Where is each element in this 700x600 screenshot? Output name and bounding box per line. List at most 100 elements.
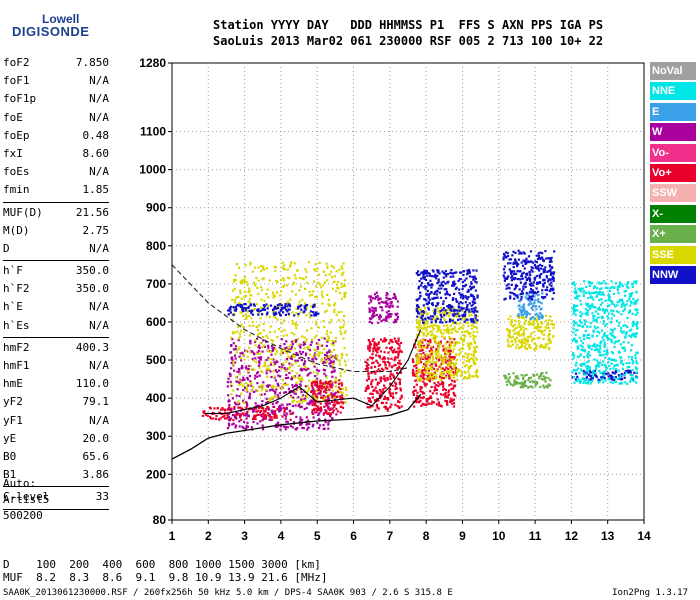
echo-point [384,364,387,367]
echo-point [312,401,316,404]
echo-point [416,322,419,325]
param-row: D N/A [3,240,109,258]
echo-point [473,340,476,343]
echo-point [288,367,291,370]
echo-point [272,405,275,408]
echo-point [230,336,233,339]
echo-point [415,401,418,404]
echo-point [305,366,308,369]
echo-point [459,309,462,312]
echo-point [238,346,241,349]
echo-point [309,316,312,319]
echo-point [607,378,610,381]
echo-point [306,402,309,405]
echo-point [445,288,448,291]
echo-point [574,304,577,307]
echo-point [536,316,539,319]
param-row: foE N/A [3,109,109,127]
echo-point [572,357,575,360]
echo-point [532,281,535,284]
echo-point [288,265,292,268]
echo-point [423,277,426,280]
echo-point [589,382,592,385]
echo-point [387,305,390,308]
echo-point [236,388,239,391]
echo-point [304,268,307,271]
echo-point [446,359,449,362]
echo-point [630,328,633,331]
echo-point [282,261,285,264]
echo-point [235,413,238,416]
echo-point [279,406,282,409]
echo-point [230,361,233,365]
echo-point [394,403,397,406]
echo-point [452,398,456,401]
echo-point [394,387,397,391]
echo-point [340,352,343,355]
echo-point [463,270,466,273]
echo-point [523,267,526,270]
echo-point [607,372,610,375]
echo-point [604,308,607,312]
param-row: fxI 8.60 [3,145,109,163]
echo-point [577,287,580,290]
echo-point [297,312,300,316]
echo-point [369,295,372,298]
echo-point [423,382,426,386]
echo-point [311,425,314,428]
echo-point [262,344,265,347]
echo-point [305,270,308,273]
echo-point [613,376,616,379]
echo-point [620,313,623,316]
echo-point [222,408,225,411]
echo-point [322,413,325,416]
echo-point [507,254,510,258]
echo-point [591,312,594,315]
echo-point [388,364,391,367]
echo-point [287,312,290,315]
echo-point [611,371,615,374]
echo-point [378,388,381,392]
echo-point [303,360,307,363]
echo-point [268,279,271,282]
echo-point [416,304,419,307]
echo-point [528,323,531,326]
echo-point [521,272,524,275]
y-tick-label: 1100 [140,125,166,139]
echo-point [244,303,247,306]
echo-point [272,396,275,399]
echo-point [318,388,321,391]
echo-point [273,375,276,378]
echo-point [422,338,425,341]
echo-point [516,270,519,273]
echo-point [376,391,379,395]
echo-point [548,283,551,286]
echo-point [279,309,282,312]
echo-point [253,304,256,307]
echo-point [229,374,232,378]
echo-point [543,329,546,332]
echo-point [390,346,393,349]
echo-point [314,314,317,317]
echo-point [416,375,419,379]
echo-point [459,369,462,372]
echo-point [323,405,326,408]
echo-point [537,252,540,255]
echo-point [221,407,224,410]
echo-point [241,412,244,415]
echo-point [533,318,536,322]
echo-point [580,364,583,367]
echo-point [299,384,302,387]
echo-point [385,338,388,341]
echo-point [429,347,433,350]
echo-point [453,364,456,367]
echo-point [384,407,387,410]
echo-point [299,421,302,424]
echo-point [438,344,441,347]
echo-point [383,397,386,400]
echo-point [368,344,371,347]
echo-point [430,291,433,294]
echo-point [282,277,285,280]
echo-point [209,417,212,420]
echo-point [596,359,599,362]
